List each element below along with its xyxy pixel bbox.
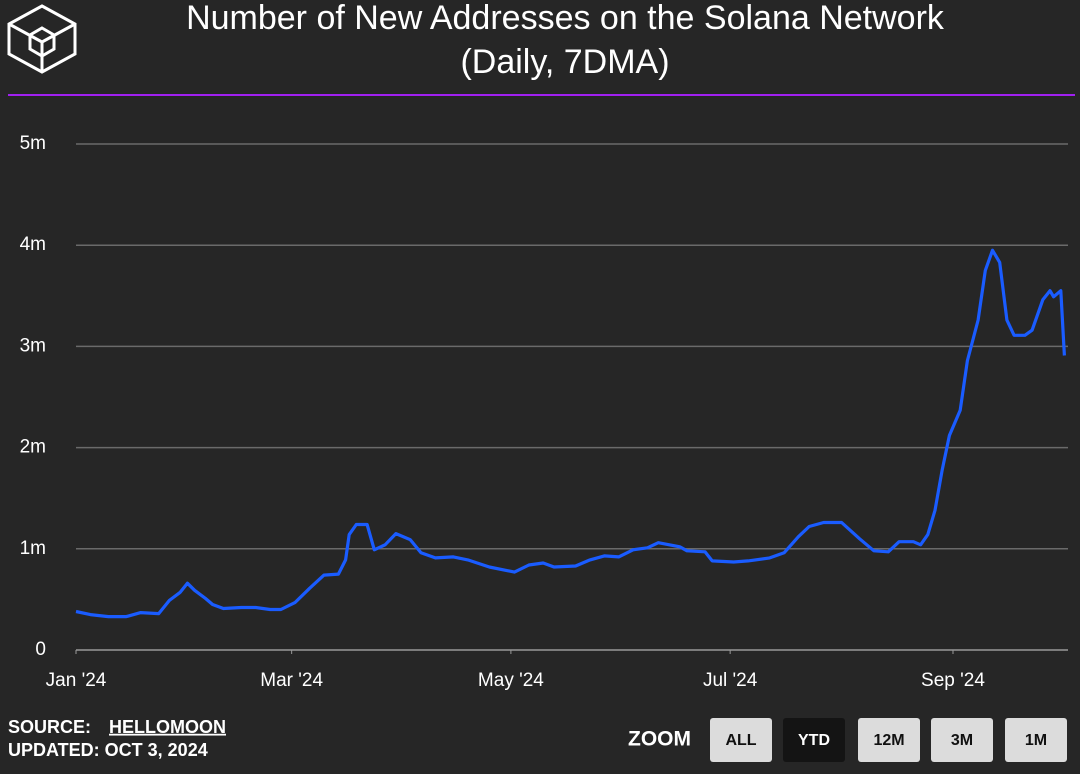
zoom-button[interactable]: 1M — [1005, 718, 1067, 762]
y-tick-label: 2m — [20, 437, 46, 458]
x-tick-label: May '24 — [478, 670, 544, 691]
zoom-label: ZOOM — [628, 728, 691, 751]
zoom-button-bg — [931, 718, 993, 762]
x-tick-label: Jul '24 — [703, 670, 758, 691]
zoom-button-label: ALL — [725, 732, 756, 749]
source[interactable]: HELLOMOON — [109, 717, 226, 737]
source-label: SOURCE: — [8, 717, 91, 737]
x-tick-label: Sep '24 — [921, 670, 985, 691]
x-tick-label: Jan '24 — [46, 670, 107, 691]
zoom-button-label: 1M — [1025, 732, 1047, 749]
zoom-button-bg — [858, 718, 920, 762]
zoom-button[interactable]: 3M — [931, 718, 993, 762]
chart-title: Number of New Addresses on the Solana Ne… — [186, 0, 945, 37]
zoom-button[interactable]: 12M — [858, 718, 920, 762]
zoom-button-bg — [710, 718, 772, 762]
y-tick-label: 3m — [20, 335, 46, 356]
y-tick-label: 0 — [35, 639, 46, 660]
y-tick-label: 1m — [20, 538, 46, 559]
x-tick-label: Mar '24 — [260, 670, 323, 691]
data-line — [75, 248, 1066, 619]
y-tick-label: 5m — [20, 133, 46, 154]
zoom-button-bg — [1005, 718, 1067, 762]
y-tick-label: 4m — [20, 234, 46, 255]
logo — [7, 4, 77, 74]
zoom-button-label: 3M — [951, 732, 973, 749]
zoom-button[interactable]: ALL — [710, 718, 772, 762]
zoom-button[interactable]: YTD — [783, 718, 845, 762]
zoom-button-label: 12M — [873, 732, 904, 749]
zoom-button-bg — [783, 718, 845, 762]
updated: UPDATED: OCT 3, 2024 — [8, 740, 208, 760]
chart-subtitle: (Daily, 7DMA) — [460, 43, 669, 81]
zoom-button-label: YTD — [798, 732, 830, 749]
